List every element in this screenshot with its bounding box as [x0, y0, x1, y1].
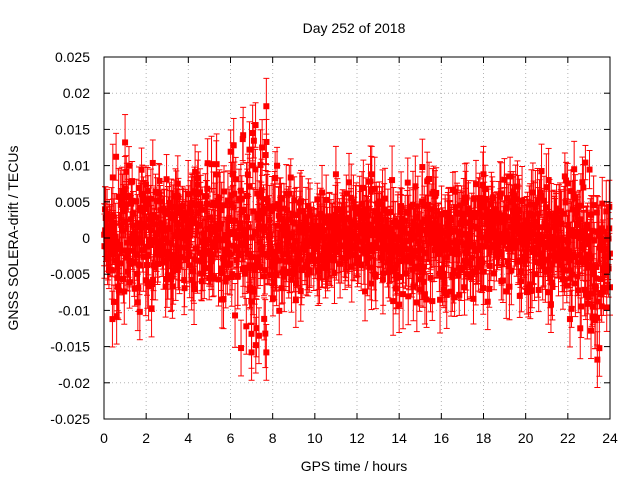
data-point	[405, 267, 412, 326]
data-point	[606, 179, 613, 234]
data-point-outlier	[243, 297, 250, 355]
y-tick-label: 0.015	[55, 121, 90, 137]
data-point	[563, 267, 570, 304]
y-tick-label: 0.01	[63, 158, 90, 174]
data-point-outlier	[588, 302, 595, 360]
y-tick-label: -0.005	[50, 266, 90, 282]
data-point	[213, 133, 220, 195]
data-point	[181, 269, 188, 308]
y-tick-label: -0.015	[50, 339, 90, 355]
data-point-outlier	[109, 290, 116, 348]
y-tick-label: 0.025	[55, 49, 90, 65]
x-tick-label: 20	[518, 430, 534, 446]
data-point	[238, 175, 245, 223]
data-point	[561, 152, 568, 201]
data-point	[582, 144, 589, 181]
data-point	[191, 253, 198, 325]
data-point-outlier	[252, 316, 259, 374]
x-tick-label: 14	[391, 430, 407, 446]
data-point	[252, 102, 259, 148]
data-point-outlier	[208, 135, 215, 193]
y-tick-label: 0.005	[55, 194, 90, 210]
data-point	[113, 132, 120, 181]
x-tick-label: 18	[476, 430, 492, 446]
data-point-outlier	[240, 106, 247, 164]
data-point	[232, 282, 239, 348]
data-point	[149, 139, 156, 187]
data-point-outlier	[263, 77, 270, 135]
x-axis-label: GPS time / hours	[301, 458, 408, 474]
data-point	[389, 145, 396, 215]
data-point-outlier	[423, 271, 430, 328]
data-point	[152, 173, 159, 211]
data-point-outlier	[263, 324, 270, 381]
data-point-outlier	[249, 104, 256, 162]
x-tick-label: 24	[602, 430, 618, 446]
data-point-outlier	[547, 276, 554, 333]
data-point-outlier	[259, 119, 266, 176]
x-tick-label: 8	[269, 430, 277, 446]
data-series	[101, 77, 613, 389]
data-point	[262, 299, 269, 369]
data-point	[586, 149, 593, 190]
x-tick-label: 0	[100, 430, 108, 446]
data-point-outlier	[238, 319, 245, 377]
x-tick-label: 2	[142, 430, 150, 446]
y-axis-label: GNSS SOLERA-drift / TECUs	[5, 146, 21, 331]
data-point-outlier	[255, 307, 262, 365]
data-point-outlier	[594, 331, 601, 389]
data-point-outlier	[484, 273, 491, 331]
data-point-outlier	[368, 145, 375, 203]
axis-ticks	[103, 56, 611, 420]
data-point-outlier	[461, 258, 468, 316]
data-point	[593, 245, 600, 289]
data-point-outlier	[292, 271, 299, 328]
data-point-outlier	[122, 114, 129, 171]
data-point-outlier	[174, 155, 181, 213]
x-tick-labels: 0 2 4 6 8 10 12 14 16 18 20 22 24	[100, 430, 618, 446]
chart-title: Day 252 of 2018	[303, 20, 406, 36]
data-point	[204, 138, 211, 189]
data-point-outlier	[136, 283, 143, 341]
data-point-outlier	[113, 287, 120, 345]
y-tick-label: 0.02	[63, 85, 90, 101]
data-point	[594, 283, 601, 320]
x-tick-label: 16	[434, 430, 450, 446]
x-tick-label: 22	[560, 430, 576, 446]
data-point-outlier	[332, 145, 339, 203]
x-tick-label: 4	[184, 430, 192, 446]
y-tick-label: -0.025	[50, 411, 90, 427]
data-point-outlier	[246, 121, 253, 179]
x-tick-label: 6	[227, 430, 235, 446]
y-tick-label: 0	[82, 230, 90, 246]
y-tick-label: -0.01	[58, 302, 90, 318]
x-tick-label: 12	[349, 430, 365, 446]
y-tick-labels: 0.025 0.02 0.015 0.01 0.005 0 -0.005 -0.01 -0.01…	[50, 49, 90, 427]
data-point-outlier	[566, 290, 573, 348]
data-point-outlier	[396, 276, 403, 333]
data-point-outlier	[480, 145, 487, 203]
data-point-outlier	[571, 140, 578, 198]
data-point-outlier	[419, 138, 426, 196]
y-tick-label: -0.02	[58, 375, 90, 391]
x-tick-label: 10	[307, 430, 323, 446]
data-point-outlier	[248, 324, 255, 381]
